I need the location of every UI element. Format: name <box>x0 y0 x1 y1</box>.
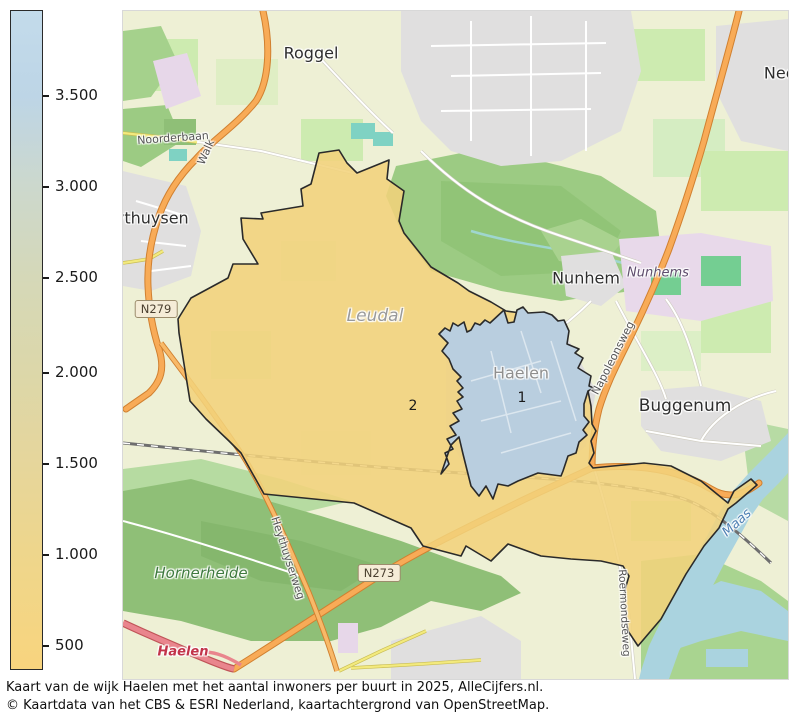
region-number-2: 2 <box>408 398 418 414</box>
town-label-buggenum: Buggenum <box>638 396 732 416</box>
legend-tick-mark <box>43 186 49 188</box>
area-label-hornerheide: Hornerheide <box>154 564 248 582</box>
legend-tick-mark <box>43 554 49 556</box>
legend-tick-label: 1.500 <box>55 454 98 472</box>
legend-tick-mark <box>43 372 49 374</box>
caption-line-1: Kaart van de wijk Haelen met het aantal … <box>6 680 544 695</box>
road-badge-n273: N273 <box>357 564 401 582</box>
town-label-heythuysen: Heythuysen <box>123 208 189 228</box>
map-canvas[interactable]: Roggel Neer Heythuysen Nunhem Buggenum H… <box>122 10 789 680</box>
region-number-1: 1 <box>517 390 527 406</box>
legend-tick-label: 500 <box>55 636 84 654</box>
town-label-haelen: Haelen <box>492 363 550 383</box>
legend-tick-label: 2.500 <box>55 268 98 286</box>
area-label-leudal: Leudal <box>346 306 404 326</box>
legend-tick-mark <box>43 95 49 97</box>
legend-color-bar <box>10 10 43 670</box>
legend-tick-mark <box>43 463 49 465</box>
maas-river <box>639 433 788 679</box>
road-badge-n279: N279 <box>134 300 178 318</box>
legend-tick-label: 3.000 <box>55 177 98 195</box>
caption: Kaart van de wijk Haelen met het aantal … <box>6 679 549 715</box>
legend-tick-mark <box>43 645 49 647</box>
town-label-roggel: Roggel <box>283 43 339 63</box>
legend-tick-mark <box>43 277 49 279</box>
legend-tick-label: 3.500 <box>55 86 98 104</box>
area-label-nunhems: Nunhems <box>627 265 689 281</box>
junction-label-haelen: Haelen <box>157 644 209 660</box>
legend-tick-label: 2.000 <box>55 363 98 381</box>
caption-line-2: © Kaartdata van het CBS & ESRI Nederland… <box>6 698 550 713</box>
town-label-nunhem: Nunhem <box>552 268 620 288</box>
map-base-layers <box>123 11 788 679</box>
legend-tick-label: 1.000 <box>55 545 98 563</box>
town-label-neer: Neer <box>763 63 788 83</box>
